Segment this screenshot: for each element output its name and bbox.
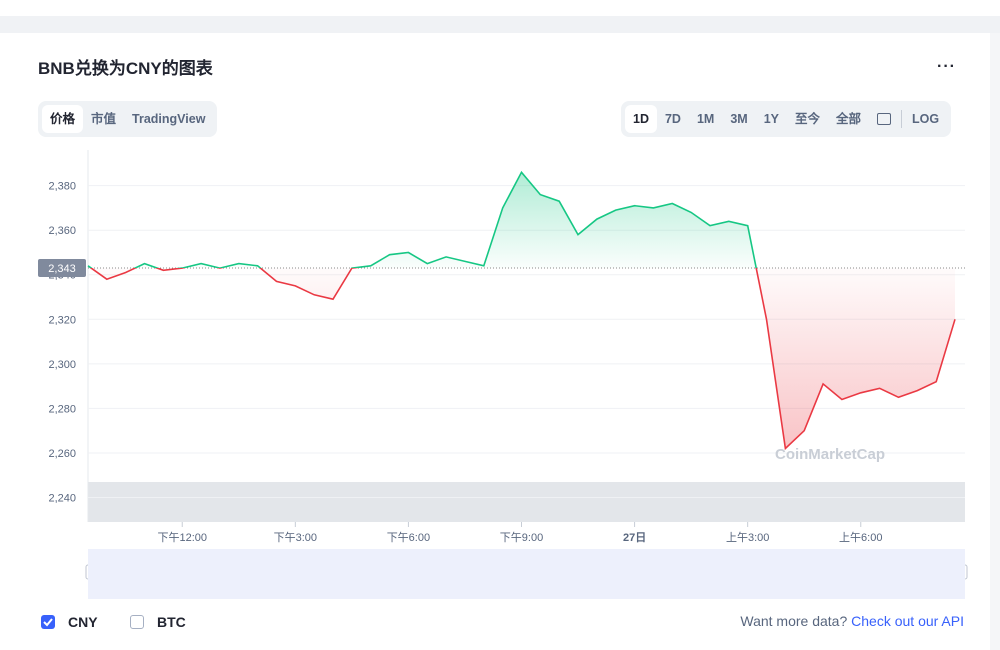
api-prompt: Want more data? Check out our API xyxy=(740,613,964,629)
chart-title: BNB兑换为CNY的图表 xyxy=(38,59,213,78)
x-tick-label: 下午3:00 xyxy=(274,531,317,544)
y-tick-label: 2,260 xyxy=(48,448,76,460)
range-button[interactable]: 至今 xyxy=(795,112,821,126)
range-button[interactable]: 1Y xyxy=(763,112,780,126)
y-tick-label: 2,280 xyxy=(48,403,76,415)
range-button[interactable]: 全部 xyxy=(836,112,862,126)
range-button[interactable]: LOG xyxy=(912,112,940,126)
right-strip xyxy=(990,33,1000,650)
reference-label: 2,343 xyxy=(48,263,76,275)
x-tick-label: 下午9:00 xyxy=(500,531,543,544)
api-link[interactable]: Check out our API xyxy=(851,613,964,629)
top-strip xyxy=(0,16,1000,33)
legend-label: BTC xyxy=(157,614,186,630)
x-tick-label: 上午6:00 xyxy=(839,531,882,544)
tab[interactable]: 市值 xyxy=(91,112,117,126)
range-button[interactable]: 7D xyxy=(664,112,681,126)
y-tick-label: 2,240 xyxy=(48,492,76,504)
area xyxy=(88,172,955,449)
y-tick-label: 2,300 xyxy=(48,359,76,371)
y-tick-label: 2,360 xyxy=(48,225,76,237)
watermark: CoinMarketCap xyxy=(775,446,885,463)
x-tick-label: 27日 xyxy=(623,531,646,544)
legend-label: CNY xyxy=(68,614,98,630)
tab[interactable]: 价格 xyxy=(42,105,84,133)
calendar-button[interactable] xyxy=(877,113,892,125)
x-tick-label: 下午12:00 xyxy=(157,531,207,544)
prompt-text: Want more data? xyxy=(740,613,848,629)
y-tick-label: 2,320 xyxy=(48,314,76,326)
checkbox[interactable] xyxy=(130,615,144,629)
range-button[interactable]: 3M xyxy=(730,112,748,126)
more-menu[interactable]: ··· xyxy=(937,58,956,75)
price-line xyxy=(87,170,956,451)
range-button[interactable]: 1D xyxy=(625,105,657,133)
range-buttons: 1D 7D 1M 3M 1Y 至今 全部 LOG xyxy=(621,101,952,137)
y-tick-label: 2,380 xyxy=(48,181,76,193)
separator xyxy=(901,110,903,128)
x-tick-label: 上午3:00 xyxy=(726,531,769,544)
checkbox[interactable] xyxy=(41,615,55,629)
volume-band xyxy=(88,482,965,522)
navigator xyxy=(88,549,965,599)
x-tick-label: 下午6:00 xyxy=(387,531,430,544)
reference-badge xyxy=(38,259,86,278)
tab[interactable]: TradingView xyxy=(132,112,206,126)
view-tabs: 价格 市值 TradingView xyxy=(38,101,218,137)
range-button[interactable]: 1M xyxy=(696,112,715,126)
